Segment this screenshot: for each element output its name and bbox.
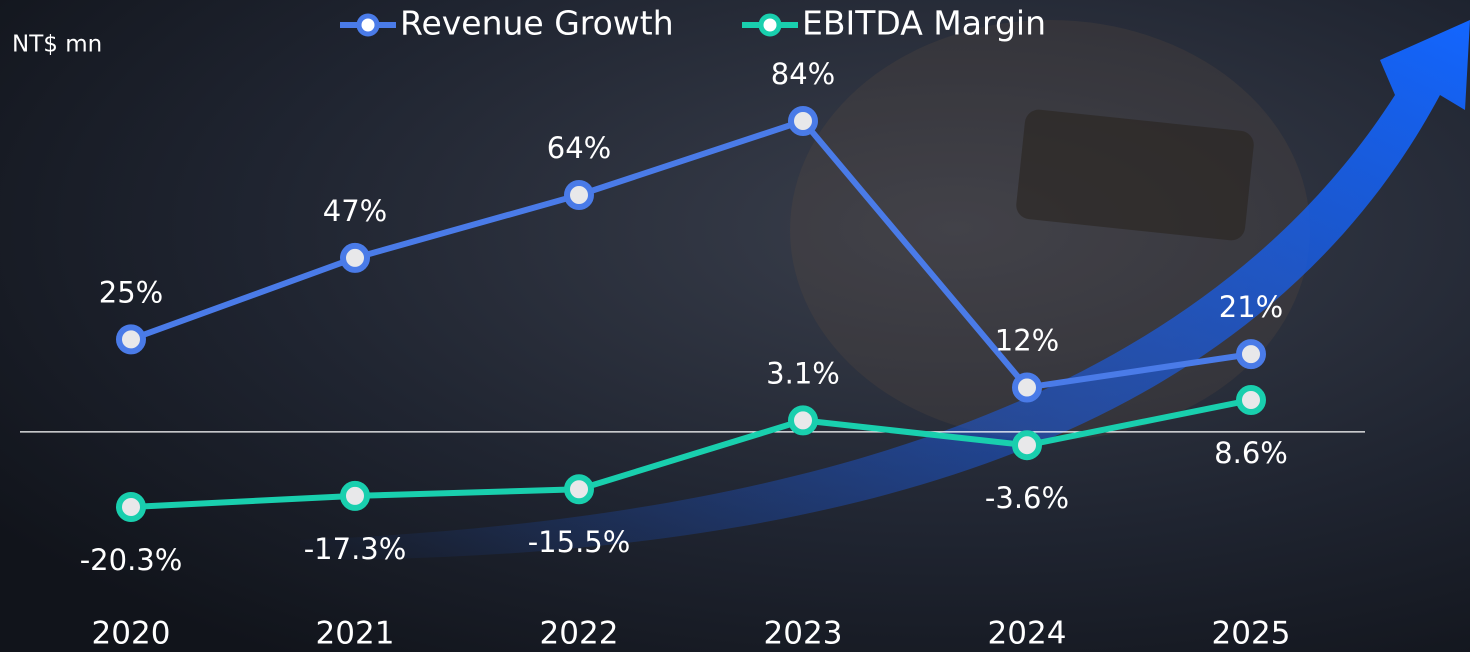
data-point (1239, 388, 1263, 412)
chart: NT$ mn Revenue Growth EBITDA Margin 2020 2… (0, 0, 1470, 652)
data-point (791, 408, 815, 432)
data-label: -15.5% (528, 525, 631, 559)
legend-label: EBITDA Margin (802, 4, 1046, 43)
x-tick-label: 2023 (764, 616, 843, 652)
x-tick-label: 2021 (316, 616, 395, 652)
page: {"chart_data": {"type": "line", "unit_la… (0, 0, 1470, 652)
data-label: 3.1% (766, 356, 840, 390)
data-label: 64% (547, 131, 611, 165)
data-label: -17.3% (304, 532, 407, 566)
unit-label: NT$ mn (12, 32, 102, 58)
x-tick-label: 2024 (988, 616, 1067, 652)
data-label: -3.6% (985, 481, 1069, 515)
data-label: 84% (771, 57, 835, 91)
data-label: 21% (1219, 290, 1283, 324)
data-point (567, 477, 591, 501)
data-point (1015, 433, 1039, 457)
data-label: 8.6% (1214, 436, 1288, 470)
data-point (343, 246, 367, 270)
legend-marker (359, 16, 377, 34)
legend-label: Revenue Growth (400, 4, 674, 43)
data-point (1239, 342, 1263, 366)
legend-marker (761, 16, 779, 34)
data-label: 25% (99, 275, 163, 309)
data-point (567, 183, 591, 207)
data-point (343, 484, 367, 508)
data-label: -20.3% (80, 543, 183, 577)
x-tick-label: 2020 (92, 616, 171, 652)
data-point (1015, 375, 1039, 399)
data-point (119, 495, 143, 519)
data-point (791, 109, 815, 133)
data-point (119, 327, 143, 351)
x-tick-label: 2025 (1212, 616, 1291, 652)
x-tick-label: 2022 (540, 616, 619, 652)
data-label: 47% (323, 194, 387, 228)
data-label: 12% (995, 323, 1059, 357)
